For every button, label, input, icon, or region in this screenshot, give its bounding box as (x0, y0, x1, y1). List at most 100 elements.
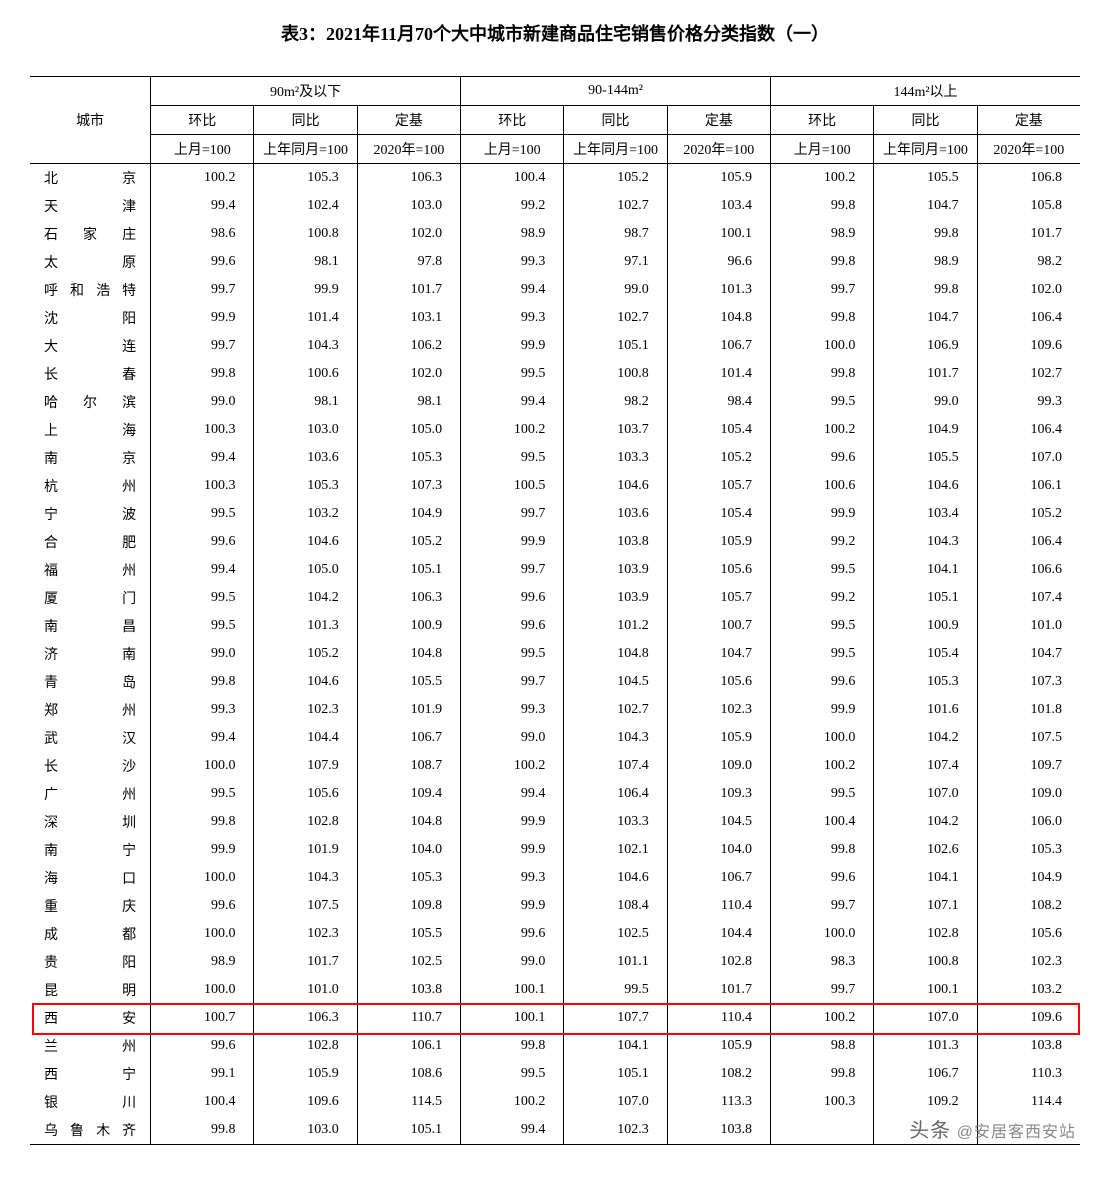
table-row: 福 州99.4105.0105.199.7103.9105.699.5104.1… (30, 556, 1080, 584)
value-cell: 105.5 (357, 668, 460, 696)
value-cell: 104.0 (667, 836, 770, 864)
sub-dingji-2: 定基 (667, 106, 770, 135)
value-cell: 99.1 (151, 1060, 254, 1088)
value-cell: 113.3 (667, 1088, 770, 1116)
value-cell: 99.6 (771, 668, 874, 696)
value-cell: 104.3 (874, 528, 977, 556)
value-cell: 100.0 (151, 920, 254, 948)
value-cell: 101.7 (357, 276, 460, 304)
value-cell: 105.7 (667, 472, 770, 500)
table-row: 青 岛99.8104.6105.599.7104.5105.699.6105.3… (30, 668, 1080, 696)
table-row: 长 沙100.0107.9108.7100.2107.4109.0100.210… (30, 752, 1080, 780)
value-cell: 105.1 (357, 556, 460, 584)
value-cell: 99.9 (771, 696, 874, 724)
value-cell: 99.4 (151, 444, 254, 472)
value-cell: 102.0 (357, 360, 460, 388)
value-cell: 105.3 (357, 864, 460, 892)
value-cell: 100.0 (771, 920, 874, 948)
value-cell: 104.1 (874, 556, 977, 584)
city-cell: 长 沙 (30, 752, 151, 780)
value-cell: 99.3 (461, 248, 564, 276)
value-cell: 99.5 (771, 780, 874, 808)
value-cell: 109.4 (357, 780, 460, 808)
value-cell: 107.4 (874, 752, 977, 780)
value-cell: 109.3 (667, 780, 770, 808)
value-cell: 104.6 (254, 528, 357, 556)
table-row: 成 都100.0102.3105.599.6102.5104.4100.0102… (30, 920, 1080, 948)
value-cell: 102.3 (254, 696, 357, 724)
city-cell: 乌鲁木齐 (30, 1116, 151, 1145)
table-row: 杭 州100.3105.3107.3100.5104.6105.7100.610… (30, 472, 1080, 500)
value-cell: 108.6 (357, 1060, 460, 1088)
value-cell: 99.7 (151, 276, 254, 304)
value-cell: 98.2 (977, 248, 1080, 276)
value-cell: 99.9 (254, 276, 357, 304)
value-cell: 99.8 (151, 808, 254, 836)
table-row: 武 汉99.4104.4106.799.0104.3105.9100.0104.… (30, 724, 1080, 752)
value-cell: 106.7 (667, 864, 770, 892)
value-cell: 109.0 (667, 752, 770, 780)
value-cell: 101.7 (254, 948, 357, 976)
value-cell: 105.9 (667, 164, 770, 193)
value-cell: 105.6 (254, 780, 357, 808)
value-cell: 103.8 (564, 528, 667, 556)
table-row: 西 安100.7106.3110.7100.1107.7110.4100.210… (30, 1004, 1080, 1032)
value-cell: 105.0 (254, 556, 357, 584)
value-cell: 101.3 (667, 276, 770, 304)
value-cell: 96.6 (667, 248, 770, 276)
value-cell: 105.3 (254, 164, 357, 193)
value-cell: 103.9 (564, 556, 667, 584)
city-cell: 深 圳 (30, 808, 151, 836)
value-cell: 100.2 (461, 416, 564, 444)
value-cell: 109.0 (977, 780, 1080, 808)
value-cell: 100.2 (771, 1004, 874, 1032)
value-cell: 99.7 (151, 332, 254, 360)
value-cell: 99.5 (461, 1060, 564, 1088)
value-cell: 99.6 (771, 444, 874, 472)
value-cell: 105.2 (564, 164, 667, 193)
table-row: 广 州99.5105.6109.499.4106.4109.399.5107.0… (30, 780, 1080, 808)
value-cell: 101.4 (667, 360, 770, 388)
value-cell: 106.1 (357, 1032, 460, 1060)
value-cell: 100.8 (254, 220, 357, 248)
value-cell: 105.6 (667, 668, 770, 696)
value-cell: 99.6 (151, 248, 254, 276)
value-cell: 104.1 (564, 1032, 667, 1060)
city-cell: 长 春 (30, 360, 151, 388)
table-row: 宁 波99.5103.2104.999.7103.6105.499.9103.4… (30, 500, 1080, 528)
table-row: 太 原99.698.197.899.397.196.699.898.998.2 (30, 248, 1080, 276)
value-cell: 99.8 (874, 276, 977, 304)
value-cell: 99.5 (564, 976, 667, 1004)
table-row: 南 宁99.9101.9104.099.9102.1104.099.8102.6… (30, 836, 1080, 864)
value-cell: 99.2 (771, 584, 874, 612)
value-cell: 99.4 (461, 388, 564, 416)
value-cell: 99.8 (151, 360, 254, 388)
value-cell: 102.3 (254, 920, 357, 948)
value-cell: 109.6 (977, 1004, 1080, 1032)
city-cell: 合 肥 (30, 528, 151, 556)
value-cell: 104.7 (874, 192, 977, 220)
value-cell: 99.5 (151, 612, 254, 640)
value-cell: 105.2 (357, 528, 460, 556)
value-cell: 99.8 (151, 668, 254, 696)
value-cell: 99.8 (771, 1060, 874, 1088)
value-cell: 105.5 (874, 164, 977, 193)
value-cell: 99.3 (461, 304, 564, 332)
value-cell: 103.3 (564, 444, 667, 472)
value-cell: 110.4 (667, 892, 770, 920)
sub-dingji-1: 定基 (357, 106, 460, 135)
value-cell: 99.5 (151, 500, 254, 528)
city-cell: 成 都 (30, 920, 151, 948)
value-cell: 102.0 (357, 220, 460, 248)
table-row: 大 连99.7104.3106.299.9105.1106.7100.0106.… (30, 332, 1080, 360)
city-cell: 沈 阳 (30, 304, 151, 332)
value-cell: 105.2 (977, 500, 1080, 528)
value-cell: 102.7 (977, 360, 1080, 388)
table-row: 银 川100.4109.6114.5100.2107.0113.3100.310… (30, 1088, 1080, 1116)
value-cell: 99.4 (461, 276, 564, 304)
watermark: 头条 头条 @安居客西安站@安居客西安站 (909, 1114, 1076, 1143)
value-cell: 104.6 (874, 472, 977, 500)
base-3b: 上年同月=100 (874, 135, 977, 164)
value-cell: 98.3 (771, 948, 874, 976)
value-cell: 105.1 (564, 1060, 667, 1088)
